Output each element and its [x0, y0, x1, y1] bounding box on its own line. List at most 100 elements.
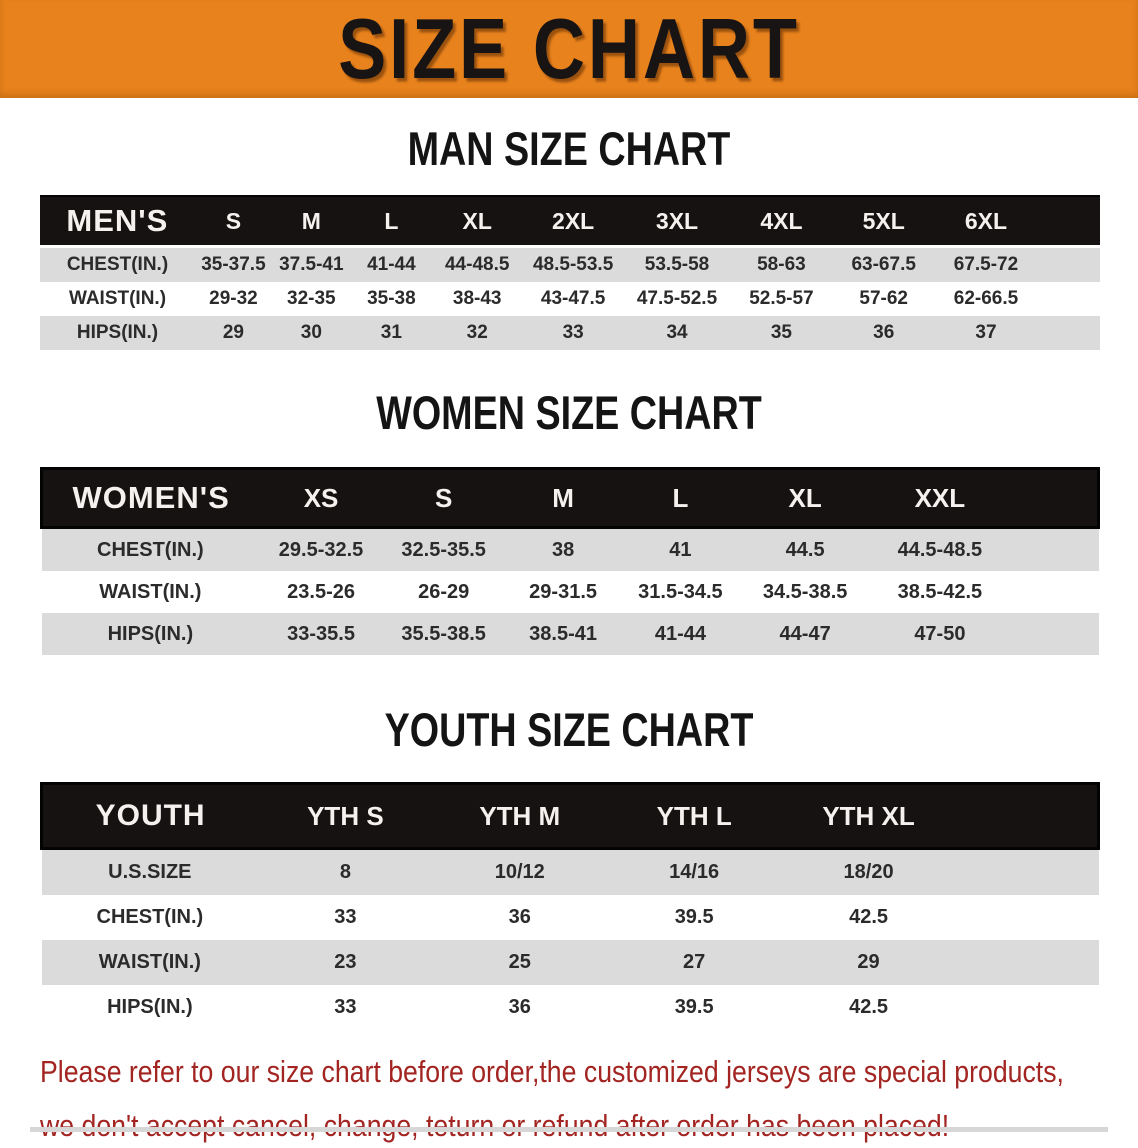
size-value-cell: 14/16 [606, 848, 782, 895]
size-column-header: L [350, 195, 433, 248]
measurement-row-label-text: WAIST(IN.) [68, 288, 167, 309]
size-value-cell: 36 [432, 895, 607, 940]
section-women: WOMEN SIZE CHART WOMEN'S XS S M L XL XXL CHEST… [0, 386, 1138, 655]
size-value-cell: 27 [606, 940, 782, 985]
size-value-cell: 44.5-48.5 [871, 527, 1009, 571]
youth-size-table: YOUTH YTH S YTH M YTH L YTH XL U.S.SIZE 8 10/1… [40, 782, 1100, 1030]
measurement-row-label-text: CHEST(IN.) [97, 538, 204, 561]
measurement-row-label-text: HIPS(IN.) [76, 322, 159, 343]
size-value-cell: 44.5 [739, 527, 872, 571]
measurement-row: CHEST(IN.) 35-37.5 37.5-41 41-44 44-48.5 48.5… [40, 246, 1100, 282]
measurement-row-label: U.S.SIZE [41, 848, 259, 895]
table-corner-label: YOUTH [40, 782, 259, 850]
measurement-row: CHEST(IN.) 29.5-32.5 32.5-35.5 38 41 44.5 44.5… [41, 527, 1099, 571]
size-value-cell: 35.5-38.5 [382, 613, 505, 655]
size-value-cell: 63-67.5 [832, 246, 935, 282]
size-value-cell: 23 [258, 940, 433, 985]
size-value-cell: 33-35.5 [259, 613, 383, 655]
measurement-row-label: CHEST(IN.) [41, 527, 260, 571]
measurement-row-label-text: U.S.SIZE [108, 861, 192, 883]
size-value-cell: 47.5-52.5 [624, 282, 731, 316]
size-value-cell: 41 [621, 527, 740, 571]
filler-header-cell [1008, 467, 1100, 529]
size-value-cell: 67.5-72 [934, 246, 1038, 282]
size-value-cell: 29-31.5 [504, 571, 622, 613]
filler-cell [1037, 282, 1100, 316]
size-column-header: 6XL [934, 195, 1038, 248]
size-value-cell: 29.5-32.5 [259, 527, 383, 571]
size-column-header: 2XL [522, 195, 625, 248]
measurement-row-label-text: WAIST(IN.) [98, 951, 201, 973]
measurement-row-label-text: WAIST(IN.) [99, 580, 202, 603]
size-value-cell: 31.5-34.5 [621, 571, 740, 613]
size-value-cell: 37.5-41 [272, 246, 351, 282]
size-column-header: 4XL [730, 195, 833, 248]
filler-cell [1008, 613, 1099, 655]
women-size-table: WOMEN'S XS S M L XL XXL CHEST(IN.) 29.5-32.5 32.… [40, 467, 1100, 655]
size-value-cell: 26-29 [382, 571, 505, 613]
size-value-cell: 42.5 [781, 895, 956, 940]
size-column-header: S [382, 467, 505, 529]
filler-cell [1037, 246, 1100, 282]
measurement-row-label: HIPS(IN.) [41, 613, 260, 655]
disclaimer-line-2: we don't accept cancel, change, teturn o… [40, 1108, 950, 1143]
size-value-cell: 42.5 [781, 985, 956, 1030]
filler-cell [955, 895, 1099, 940]
size-value-cell: 35-37.5 [194, 246, 273, 282]
table-corner-label: MEN'S [40, 195, 195, 248]
youth-header-row: YOUTH YTH S YTH M YTH L YTH XL [40, 782, 1100, 850]
size-value-cell: 18/20 [781, 848, 956, 895]
size-value-cell: 31 [350, 316, 433, 350]
size-value-cell: 41-44 [621, 613, 740, 655]
size-column-header: XS [259, 467, 383, 529]
measurement-row-label-text: HIPS(IN.) [107, 622, 194, 645]
size-value-cell: 34.5-38.5 [739, 571, 872, 613]
size-value-cell: 32-35 [272, 282, 351, 316]
size-column-header: M [504, 467, 622, 529]
size-value-cell: 32 [432, 316, 523, 350]
size-value-cell: 62-66.5 [934, 282, 1038, 316]
size-value-cell: 23.5-26 [259, 571, 383, 613]
size-value-cell: 41-44 [350, 246, 433, 282]
filler-cell [955, 848, 1099, 895]
table-corner-label: WOMEN'S [40, 467, 260, 529]
measurement-row: HIPS(IN.) 33 36 39.5 42.5 [41, 985, 1099, 1030]
size-value-cell: 39.5 [606, 895, 782, 940]
size-value-cell: 36 [832, 316, 935, 350]
size-value-cell: 29 [194, 316, 273, 350]
measurement-row: WAIST(IN.) 23.5-26 26-29 29-31.5 31.5-34.5 34… [41, 571, 1099, 613]
women-header-row: WOMEN'S XS S M L XL XXL [40, 467, 1100, 529]
size-value-cell: 38-43 [432, 282, 523, 316]
bottom-edge-strip [30, 1127, 1108, 1132]
measurement-row-label: WAIST(IN.) [40, 282, 195, 316]
size-value-cell: 35 [730, 316, 833, 350]
size-column-header: XL [739, 467, 872, 529]
measurement-row: HIPS(IN.) 33-35.5 35.5-38.5 38.5-41 41-44 44-… [41, 613, 1099, 655]
size-value-cell: 33 [258, 985, 433, 1030]
men-header-row: MEN'S S M L XL 2XL 3XL 4XL 5XL 6XL [40, 195, 1100, 248]
filler-header-cell [1037, 195, 1100, 248]
measurement-row-label: HIPS(IN.) [41, 985, 259, 1030]
measurement-row-label: CHEST(IN.) [41, 895, 259, 940]
measurement-row: HIPS(IN.) 29 30 31 32 33 34 35 36 37 [40, 316, 1100, 350]
size-value-cell: 33 [258, 895, 433, 940]
size-value-cell: 57-62 [832, 282, 935, 316]
size-column-header: 3XL [624, 195, 731, 248]
size-value-cell: 35-38 [350, 282, 433, 316]
banner-title: SIZE CHART [338, 1, 800, 97]
size-value-cell: 58-63 [730, 246, 833, 282]
section-men: MAN SIZE CHART MEN'S S M L XL 2XL 3XL 4XL 5XL 6XL… [0, 122, 1138, 350]
size-value-cell: 38.5-42.5 [871, 571, 1009, 613]
measurement-row-label: WAIST(IN.) [41, 571, 260, 613]
measurement-row-label: CHEST(IN.) [40, 246, 195, 282]
order-disclaimer: Please refer to our size chart before or… [40, 1050, 1138, 1148]
measurement-row: WAIST(IN.) 23 25 27 29 [41, 940, 1099, 985]
size-value-cell: 30 [272, 316, 351, 350]
size-value-cell: 53.5-58 [624, 246, 731, 282]
size-value-cell: 34 [624, 316, 731, 350]
men-section-heading: MAN SIZE CHART [407, 122, 731, 176]
size-column-header: YTH M [432, 782, 607, 850]
size-value-cell: 33 [522, 316, 625, 350]
measurement-row: CHEST(IN.) 33 36 39.5 42.5 [41, 895, 1099, 940]
